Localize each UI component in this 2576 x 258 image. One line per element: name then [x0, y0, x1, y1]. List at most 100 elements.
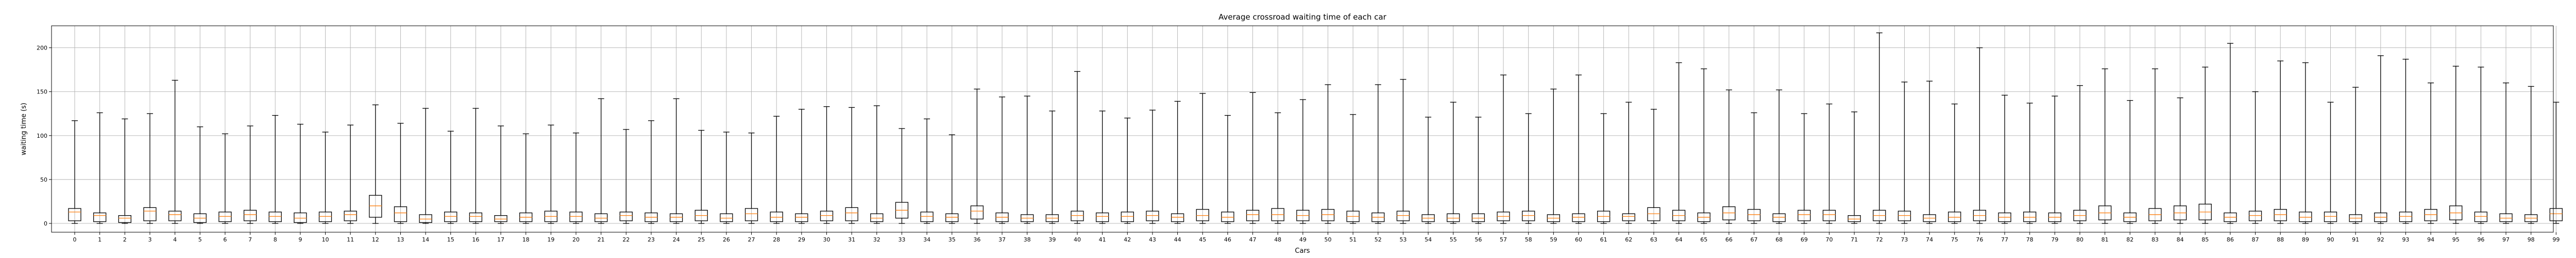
x-tick-label: 23: [648, 236, 655, 243]
box-plot-item: [1095, 110, 1109, 224]
box-iqr: [1447, 213, 1460, 222]
x-tick-label: 22: [622, 236, 630, 243]
box-plot-item: [2474, 67, 2488, 224]
box-iqr: [68, 208, 81, 221]
box-plot-item: [2524, 86, 2538, 224]
box-iqr: [2324, 212, 2337, 222]
box-iqr: [720, 213, 733, 222]
box-plot-item: [2123, 100, 2137, 224]
box-plot-item: [1622, 102, 1635, 224]
x-tick-label: 99: [2552, 236, 2560, 243]
box-plot-item: [995, 96, 1009, 224]
x-tick-label: 63: [1650, 236, 1657, 243]
box-iqr: [619, 212, 633, 221]
box-plot-item: [1798, 113, 1811, 224]
box-iqr: [1622, 213, 1635, 221]
box-iqr: [1171, 213, 1184, 222]
x-tick-label: 47: [1249, 236, 1257, 243]
box-plot-item: [970, 88, 984, 224]
box-iqr: [1095, 212, 1109, 222]
x-tick-label: 67: [1751, 236, 1758, 243]
box-plot-item: [1822, 103, 1836, 224]
box-iqr: [2299, 212, 2312, 222]
box-plot-item: [1697, 68, 1710, 224]
box-iqr: [243, 209, 257, 221]
x-tick-label: 87: [2252, 236, 2259, 243]
x-tick-label: 17: [497, 236, 504, 243]
box-plot-item: [268, 115, 282, 224]
x-tick-label: 62: [1625, 236, 1632, 243]
box-plot-item: [494, 125, 507, 224]
box-iqr: [168, 211, 182, 221]
box-plot-item: [1998, 94, 2011, 224]
box-plot-item: [1471, 117, 1485, 224]
box-plot-item: [469, 108, 483, 224]
box-plot-item: [569, 133, 583, 224]
box-plot-item: [2449, 66, 2463, 224]
box-plot-item: [68, 120, 81, 224]
x-tick-label: 33: [898, 236, 905, 243]
box-plot-item: [1371, 84, 1385, 224]
x-tick-label: 37: [998, 236, 1006, 243]
box-iqr: [970, 205, 984, 220]
x-tick-label: 93: [2402, 236, 2409, 243]
box-plot-item: [369, 104, 382, 224]
box-iqr: [1897, 211, 1911, 221]
x-tick-label: 90: [2327, 236, 2334, 243]
box-iqr: [1822, 209, 1836, 221]
box-iqr: [1772, 213, 1786, 222]
box-iqr: [469, 212, 483, 222]
box-plot-item: [2299, 62, 2312, 224]
box-plot-item: [720, 132, 733, 224]
x-tick-label: 10: [322, 236, 329, 243]
box-plot-item: [1647, 109, 1660, 224]
x-tick-label: 38: [1024, 236, 1031, 243]
box-plot-item: [1196, 93, 1209, 224]
box-iqr: [2474, 212, 2488, 222]
box-plot-item: [1221, 115, 1234, 224]
x-tick-label: 40: [1074, 236, 1081, 243]
x-tick-label: 39: [1048, 236, 1056, 243]
y-axis-ticks: 0 50 100 150 200: [37, 45, 52, 227]
x-tick-label: 86: [2227, 236, 2234, 243]
box-plot-item: [2148, 68, 2162, 224]
box-plot-item: [2399, 59, 2413, 224]
box-plot-item: [2499, 82, 2513, 224]
box-plot-item: [294, 123, 307, 224]
x-tick-label: 83: [2151, 236, 2159, 243]
box-plot-item: [1973, 47, 1987, 224]
x-tick-label: 71: [1851, 236, 1858, 243]
x-tick-label: 43: [1149, 236, 1156, 243]
box-plot-item: [1547, 88, 1561, 224]
x-tick-label: 21: [598, 236, 605, 243]
box-plot-item: [1572, 74, 1585, 224]
x-tick-label: 49: [1299, 236, 1307, 243]
x-tick-label: 4: [173, 236, 177, 243]
box-plot-item: [770, 116, 783, 224]
box-plot-item: [1772, 89, 1786, 224]
box-plot-item: [1873, 32, 1886, 224]
box-plot-item: [344, 124, 357, 224]
box-iqr: [1747, 209, 1761, 221]
box-plot-item: [669, 98, 683, 224]
box-plot-item: [1672, 62, 1686, 224]
box-iqr: [669, 213, 683, 222]
x-tick-label: 18: [522, 236, 530, 243]
box-plot-item: [118, 118, 131, 224]
box-plot-item: [795, 109, 808, 224]
box-plot-item: [2073, 85, 2087, 224]
box-iqr: [920, 212, 934, 222]
box-iqr: [369, 195, 382, 218]
x-tick-label: 28: [773, 236, 780, 243]
box-iqr: [820, 211, 834, 221]
box-plot-item: [595, 98, 608, 224]
x-tick-label: 61: [1600, 236, 1607, 243]
x-axis-ticks: 0 1 2 3 4 5 6 7 8 9 10 11 12 13 14 15 16 17 18 19 20 21 22 23 24…: [73, 232, 2560, 243]
x-tick-label: 76: [1976, 236, 1983, 243]
box-plot-item: [895, 128, 909, 224]
x-tick-label: 64: [1675, 236, 1683, 243]
box-plot-item: [2023, 103, 2037, 224]
box-plot-item: [2224, 43, 2237, 224]
x-tick-label: 78: [2026, 236, 2033, 243]
x-tick-label: 29: [798, 236, 805, 243]
